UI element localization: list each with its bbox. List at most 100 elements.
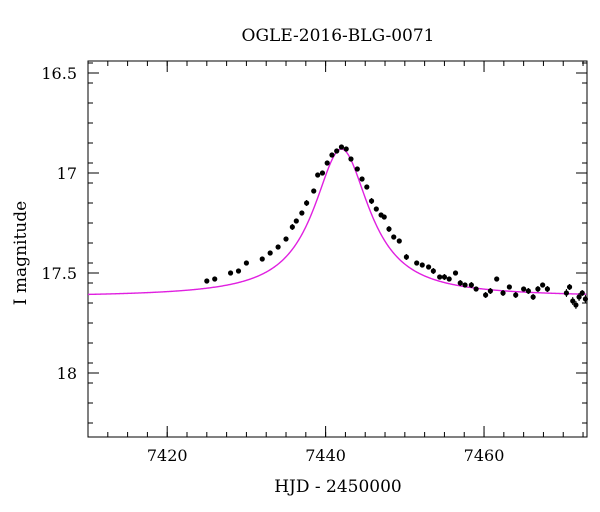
data-point	[368, 198, 375, 204]
data-point	[289, 224, 295, 230]
point-marker	[275, 244, 281, 250]
point-marker	[354, 166, 360, 172]
data-point	[582, 295, 589, 303]
data-point	[535, 286, 541, 292]
data-point	[315, 172, 321, 178]
point-marker	[425, 264, 432, 270]
data-point	[319, 170, 326, 176]
point-marker	[483, 292, 489, 298]
y-axis-label: I magnitude	[11, 201, 31, 305]
data-point	[452, 270, 459, 276]
x-tick-label: 7420	[147, 446, 188, 465]
point-marker	[293, 218, 299, 224]
point-marker	[582, 296, 589, 302]
point-marker	[419, 262, 425, 268]
point-marker	[304, 200, 310, 206]
point-marker	[437, 274, 443, 280]
point-marker	[579, 290, 585, 296]
point-marker	[566, 284, 573, 290]
point-marker	[289, 224, 295, 230]
data-point	[576, 293, 582, 301]
point-marker	[570, 298, 576, 304]
point-marker	[403, 254, 410, 260]
point-marker	[329, 152, 335, 158]
data-point	[437, 274, 443, 280]
data-point	[468, 282, 474, 288]
data-point	[304, 200, 310, 206]
point-marker	[204, 278, 210, 284]
data-point	[338, 144, 345, 150]
point-marker	[373, 206, 379, 212]
point-marker	[391, 234, 397, 240]
point-marker	[343, 146, 349, 152]
point-marker	[441, 274, 448, 280]
point-marker	[500, 290, 506, 296]
point-marker	[540, 282, 546, 288]
data-point	[487, 288, 493, 294]
data-point	[403, 254, 410, 260]
major-ticks	[88, 61, 587, 437]
data-point	[500, 290, 506, 296]
point-marker	[430, 268, 436, 274]
point-marker	[521, 286, 527, 292]
point-marker	[563, 290, 570, 296]
data-point	[563, 289, 570, 297]
point-marker	[227, 270, 234, 276]
point-marker	[368, 198, 375, 204]
model-fit-curve	[87, 148, 587, 296]
point-marker	[334, 148, 340, 154]
data-point	[311, 188, 317, 194]
y-tick-label: 16.5	[41, 64, 77, 83]
data-point	[525, 288, 531, 294]
point-marker	[359, 176, 365, 182]
data-point	[441, 274, 448, 280]
data-point	[483, 292, 489, 298]
point-marker	[259, 256, 265, 262]
data-point	[334, 148, 340, 154]
x-tick-labels: 7420 7440 7460	[147, 446, 505, 465]
point-marker	[212, 276, 218, 282]
point-marker	[506, 284, 512, 290]
data-point	[494, 276, 500, 282]
point-marker	[494, 276, 500, 282]
data-point	[391, 234, 397, 240]
point-marker	[338, 144, 345, 150]
data-point	[419, 262, 425, 268]
point-marker	[544, 286, 550, 292]
data-point	[573, 301, 579, 309]
plot-frame	[87, 60, 588, 438]
data-point	[544, 286, 550, 292]
data-point	[324, 160, 330, 166]
data-point	[329, 152, 335, 158]
point-marker	[381, 214, 387, 220]
data-point	[354, 166, 360, 172]
data-point	[521, 286, 527, 292]
data-point	[235, 268, 242, 274]
data-point	[566, 284, 573, 290]
chart-title: OGLE-2016-BLG-0071	[242, 26, 435, 46]
point-marker	[243, 260, 250, 266]
y-tick-labels: 16.5 17 17.5 18	[41, 64, 77, 383]
data-point	[283, 236, 289, 242]
data-point	[446, 276, 452, 282]
point-marker	[576, 294, 582, 300]
model-layer	[87, 148, 587, 296]
point-marker	[235, 268, 242, 274]
point-marker	[315, 172, 321, 178]
point-marker	[283, 236, 289, 242]
point-marker	[457, 280, 463, 286]
data-point	[513, 292, 519, 298]
data-point	[267, 250, 273, 256]
point-marker	[324, 160, 330, 166]
point-marker	[468, 282, 474, 288]
point-marker	[573, 302, 579, 308]
data-point	[299, 210, 305, 216]
data-point	[540, 282, 546, 288]
data-points	[204, 144, 589, 309]
point-marker	[319, 170, 326, 176]
data-point	[386, 226, 392, 232]
data-point	[396, 238, 402, 244]
data-point	[425, 264, 432, 270]
point-marker	[414, 260, 420, 266]
data-point	[570, 297, 576, 305]
